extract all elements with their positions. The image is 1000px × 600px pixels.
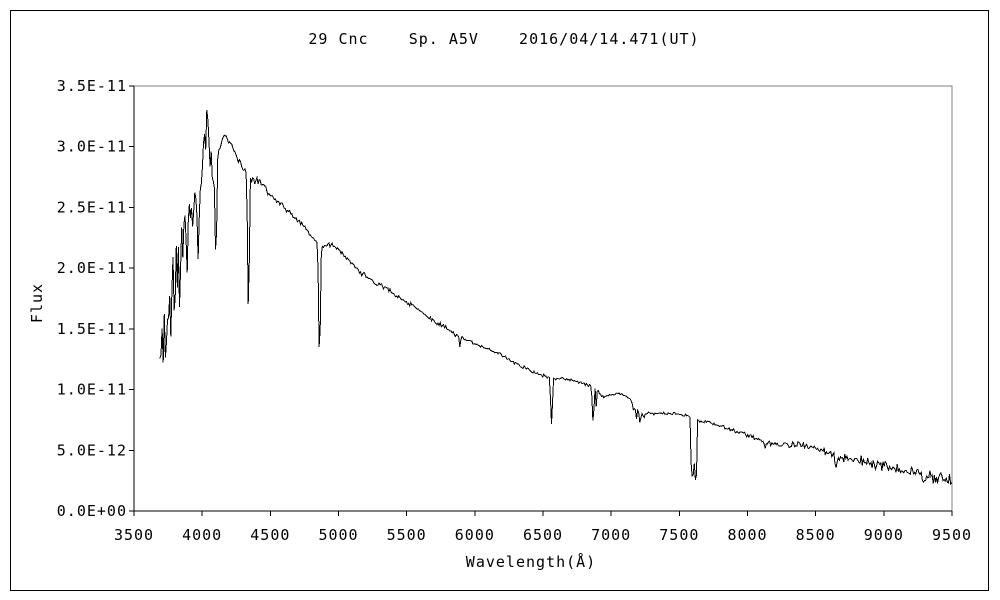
y-tick-label: 2.5E-11 (57, 198, 127, 216)
y-tick-label: 2.0E-11 (57, 259, 127, 277)
x-tick-label: 3500 (114, 526, 154, 544)
x-tick-label: 5500 (387, 526, 427, 544)
x-axis-title: Wavelength(Å) (466, 552, 596, 571)
y-tick-label: 5.0E-12 (57, 441, 127, 459)
x-tick-label: 4500 (250, 526, 290, 544)
spectrum-line (159, 109, 953, 485)
y-tick-label: 3.5E-11 (57, 77, 127, 95)
y-axis-tick-labels: 0.0E+00 5.0E-12 1.0E-11 1.5E-11 2.0E-11 2.5E-… (57, 77, 127, 520)
y-axis-ticks (129, 85, 134, 512)
x-tick-label: 6500 (523, 526, 563, 544)
y-tick-label: 1.0E-11 (57, 381, 127, 399)
x-tick-label: 8500 (796, 526, 836, 544)
x-tick-label: 8000 (727, 526, 767, 544)
y-axis-title: Flux (28, 283, 46, 323)
chart-title: 29 Cnc Sp. A5V 2016/04/14.471(UT) (308, 30, 699, 48)
x-tick-label: 9000 (864, 526, 904, 544)
x-tick-label: 9500 (932, 526, 972, 544)
x-tick-label: 4000 (182, 526, 222, 544)
x-axis-tick-labels: 3500 4000 4500 5000 5500 6000 6500 7000 7500 8000… (114, 526, 972, 544)
x-tick-label: 7500 (659, 526, 699, 544)
y-tick-label: 3.0E-11 (57, 138, 127, 156)
plot-area-frame (133, 85, 953, 512)
outer-border (10, 10, 989, 591)
y-tick-label: 1.5E-11 (57, 320, 127, 338)
x-tick-label: 6000 (455, 526, 495, 544)
x-tick-label: 7000 (591, 526, 631, 544)
y-tick-label: 0.0E+00 (57, 502, 127, 520)
x-axis-ticks (133, 511, 953, 516)
x-tick-label: 5000 (318, 526, 358, 544)
